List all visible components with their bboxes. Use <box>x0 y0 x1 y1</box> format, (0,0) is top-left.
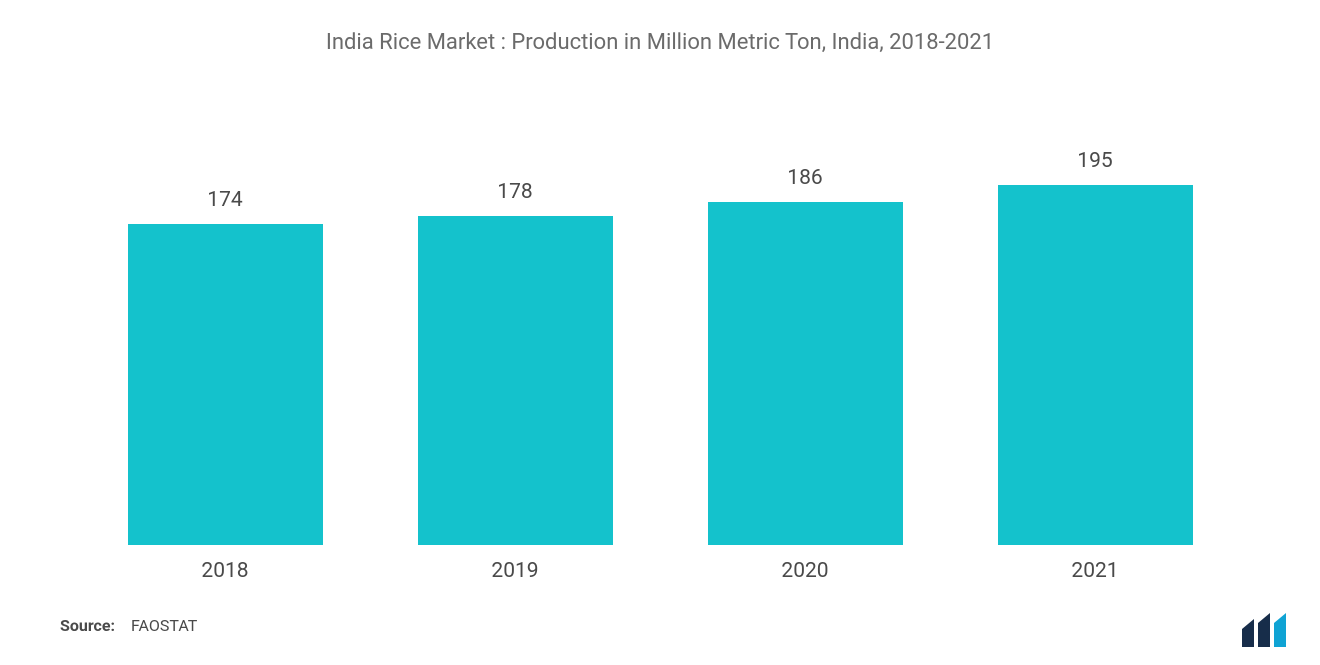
chart-plot-area: 174 178 186 195 <box>60 105 1260 545</box>
source-text: FAOSTAT <box>131 616 197 635</box>
chart-container: India Rice Market : Production in Millio… <box>0 0 1320 665</box>
bar-value-label: 195 <box>1077 149 1112 173</box>
bar-group: 186 <box>705 166 905 545</box>
bar-value-label: 186 <box>787 166 822 190</box>
bar <box>998 185 1193 545</box>
chart-title: India Rice Market : Production in Millio… <box>60 30 1260 55</box>
x-axis-label: 2020 <box>705 559 905 583</box>
bar-group: 195 <box>995 149 1195 545</box>
bar-group: 178 <box>415 180 615 545</box>
bar-group: 174 <box>125 188 325 545</box>
bar <box>128 224 323 545</box>
bar <box>708 202 903 545</box>
bar-value-label: 174 <box>207 188 242 212</box>
x-axis-label: 2018 <box>125 559 325 583</box>
x-axis-label: 2021 <box>995 559 1195 583</box>
bar-value-label: 178 <box>497 180 532 204</box>
x-axis: 2018 2019 2020 2021 <box>60 559 1260 583</box>
x-axis-label: 2019 <box>415 559 615 583</box>
bar <box>418 216 613 545</box>
brand-logo-icon <box>1240 611 1290 647</box>
source-citation: Source: FAOSTAT <box>60 616 197 635</box>
source-label: Source: <box>60 616 115 635</box>
